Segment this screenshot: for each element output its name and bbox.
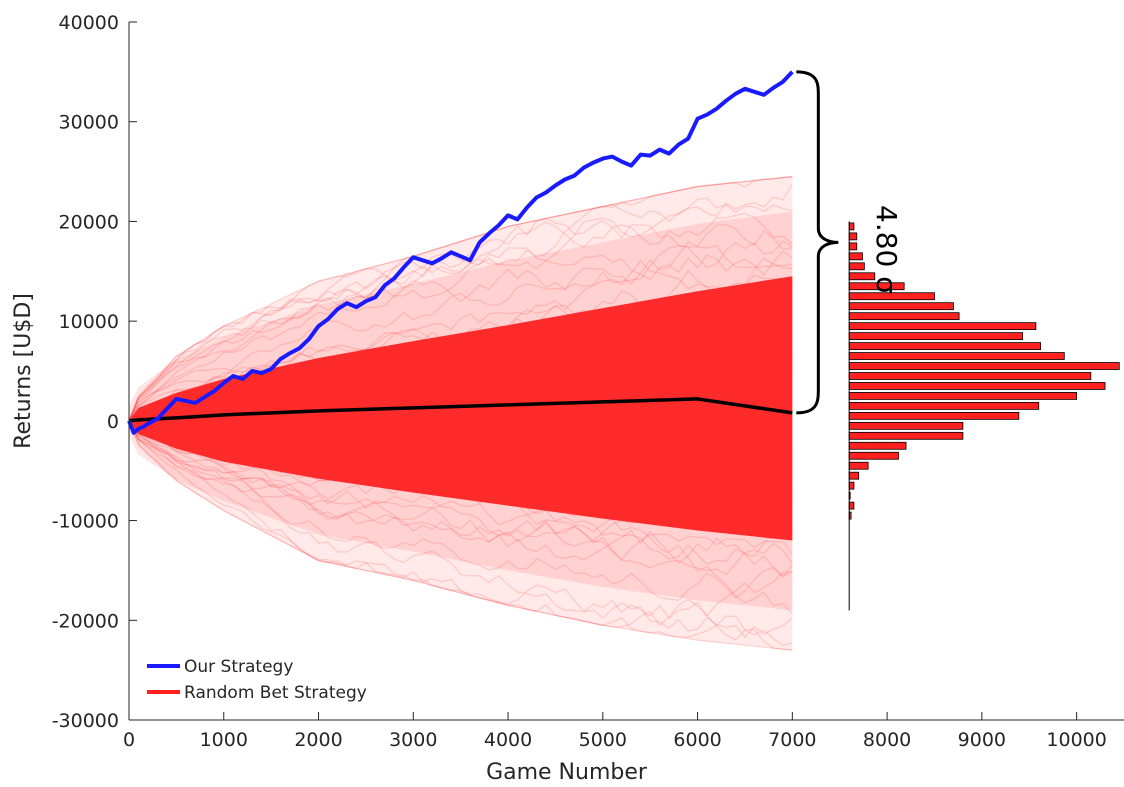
y-tick-label: 20000 — [59, 211, 119, 233]
histogram-bar — [848, 431, 964, 440]
y-tick-label: 0 — [107, 411, 119, 433]
histogram-bar — [848, 461, 869, 470]
random-walk-line — [128, 420, 793, 647]
histogram-bar — [848, 252, 863, 261]
random-walk-line — [128, 197, 793, 422]
random-walk-line — [128, 420, 793, 639]
random-walk-line — [128, 184, 793, 422]
histogram-bar — [848, 332, 1024, 340]
histogram-bar — [848, 242, 858, 251]
y-tick-label: -10000 — [52, 511, 119, 533]
histogram-bar — [848, 501, 855, 510]
histogram-bar — [848, 392, 1078, 400]
histogram-bar — [848, 411, 1020, 420]
random-walk-line — [128, 223, 793, 422]
y-tick-label: 40000 — [59, 12, 119, 34]
x-tick-label: 9000 — [958, 729, 1006, 751]
random-walk-line — [128, 250, 793, 422]
y-tick-label: -20000 — [52, 610, 119, 632]
random-walk-line — [128, 176, 793, 422]
our-strategy-line — [127, 70, 794, 435]
histogram-bar — [848, 421, 964, 430]
histogram-bar — [848, 352, 1065, 360]
histogram-bar — [848, 322, 1037, 331]
histogram-bar — [848, 312, 960, 321]
legend-label: Our Strategy — [184, 657, 293, 677]
histogram-bar — [848, 382, 1106, 390]
x-axis-title: Game Number — [486, 760, 648, 785]
random-dense-band — [129, 276, 793, 541]
x-tick-label: 4000 — [484, 729, 532, 751]
y-axis-title: Returns [U$D] — [11, 293, 36, 449]
random-walk-line — [128, 244, 793, 422]
histogram-bar — [848, 342, 1042, 350]
histogram-bar — [848, 471, 860, 480]
histogram-bar — [848, 441, 907, 450]
random-walk-line — [128, 176, 793, 422]
histogram-bar — [848, 232, 858, 241]
histogram-bar — [848, 262, 865, 271]
sigma-annotation-label: 4.80 σ — [870, 205, 903, 294]
random-walk-line — [128, 420, 793, 601]
random-walk-line — [128, 420, 793, 619]
histogram-bar — [848, 451, 899, 460]
x-tick-label: 5000 — [579, 729, 627, 751]
random-walk-line — [128, 420, 793, 576]
x-tick-label: 3000 — [389, 729, 437, 751]
random-walk-line — [128, 420, 793, 561]
y-tick-label: 10000 — [59, 311, 119, 333]
x-tick-label: 2000 — [294, 729, 342, 751]
histogram-bar — [848, 372, 1092, 380]
x-tick-label: 6000 — [673, 729, 721, 751]
x-tick-label: 1000 — [200, 729, 248, 751]
x-tick-label: 0 — [123, 729, 135, 751]
random-walk-line — [128, 212, 793, 422]
sigma-brace — [796, 70, 839, 415]
y-tick-label: 30000 — [59, 112, 119, 134]
x-tick-label: 8000 — [863, 729, 911, 751]
legend-label: Random Bet Strategy — [184, 683, 367, 703]
histogram-bar — [848, 402, 1040, 410]
random-walk-line — [128, 221, 793, 422]
random-walk-line — [128, 420, 793, 651]
histogram-bar — [848, 302, 954, 311]
x-tick-label: 10000 — [1046, 729, 1106, 751]
histogram-bar — [848, 362, 1120, 370]
y-tick-label: -30000 — [52, 710, 119, 732]
histogram-bar — [848, 481, 855, 490]
random-walk-line — [128, 420, 793, 651]
random-walk-line — [128, 420, 793, 615]
histogram-bar — [848, 222, 855, 231]
random-walk-line — [128, 176, 793, 422]
x-tick-label: 7000 — [768, 729, 816, 751]
